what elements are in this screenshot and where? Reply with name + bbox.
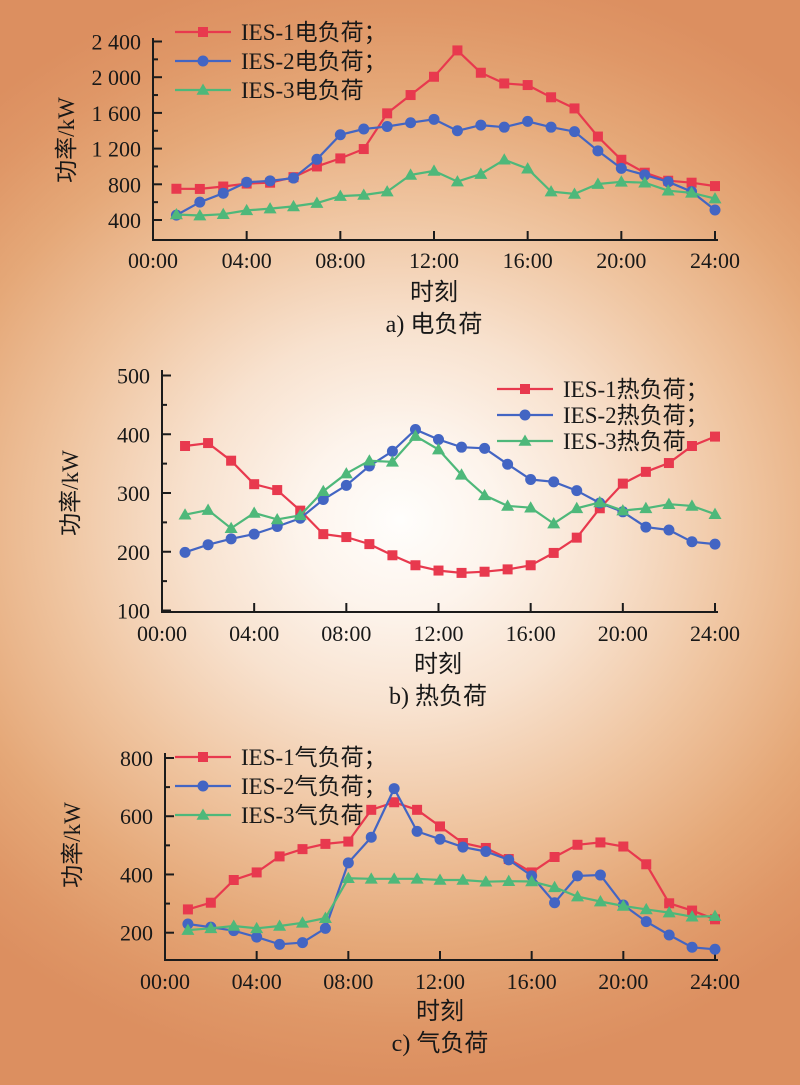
y-tick-label: 400 [117,422,150,447]
x-tick-label: 20:00 [598,621,648,646]
legend-label: IES-2电负荷； [241,49,387,74]
x-tick-label: 04:00 [229,621,279,646]
legend-label: IES-3电负荷 [241,78,364,103]
y-tick-label: 1 600 [92,101,142,126]
chart-a-canvas: 功率/kW 时刻 a) 电负荷 400 800 1 200 1 600 2 000 2 4… [54,20,741,338]
y-tick-label: 200 [117,540,150,565]
x-tick-label: 00:00 [128,248,178,273]
axes-b [161,370,718,613]
x-tick-label: 16:00 [507,969,557,994]
y-tick-label: 200 [120,921,153,946]
series-ies-2-a [170,113,721,221]
legend-item-ies-3-a: IES-3电负荷 [175,78,364,103]
x-tick-label: 20:00 [596,248,646,273]
chart-b-canvas: 功率/kW 时刻 b) 热负荷 100 200 300 400 500 00:00 04:0… [58,364,740,711]
chart-b-x-axis-title: 时刻 [414,651,462,678]
legend-item-ies-2-a: IES-2电负荷； [175,49,387,74]
legend-label: IES-1气负荷； [241,745,387,770]
legend-label: IES-2热负荷； [563,403,709,428]
y-tick-label: 400 [108,208,141,233]
x-tick-label: 08:00 [315,248,365,273]
y-tick-label: 2 400 [92,30,142,55]
chart-a-caption: a) 电负荷 [386,311,483,338]
legend-label: IES-1电负荷； [241,20,387,45]
legend-item-ies-1-b: IES-1热负荷； [497,377,709,402]
y-tick-label: 300 [117,481,150,506]
y-tick-label: 400 [120,862,153,887]
axes-a [152,38,718,241]
chart-b-y-axis-title: 功率/kW [58,450,83,536]
x-tick-label: 12:00 [413,621,463,646]
legend-item-ies-2-c: IES-2气负荷； [175,774,387,799]
x-tick-label: 12:00 [415,969,465,994]
x-tick-label: 16:00 [506,621,556,646]
legend-label: IES-1热负荷； [563,377,709,402]
x-tick-label: 24:00 [690,969,740,994]
x-tick-label: 00:00 [137,621,187,646]
series-ies-3-a [169,153,722,221]
y-tick-label: 500 [117,364,150,389]
series-ies-2-b [179,424,721,558]
x-tick-label: 12:00 [409,248,459,273]
chart-c-y-axis-title: 功率/kW [60,802,85,888]
x-tick-label: 04:00 [222,248,272,273]
x-tick-label: 08:00 [323,969,373,994]
x-tick-label: 04:00 [232,969,282,994]
chart-c-x-axis-title: 时刻 [416,998,464,1025]
tick-labels-a: 400 800 1 200 1 600 2 000 2 400 00:00 04:00 08:0… [92,30,741,274]
x-tick-label: 24:00 [690,248,740,273]
legend-item-ies-1-a: IES-1电负荷； [175,20,387,45]
chart-b-block: 功率/kW 时刻 b) 热负荷 100 200 300 400 500 00:00 04:0… [0,350,800,711]
chart-a-y-axis-title: 功率/kW [54,97,79,183]
y-tick-label: 600 [120,804,153,829]
series-ies-3-b [178,429,722,534]
series-ies-3-c [181,871,722,935]
chart-b-caption: b) 热负荷 [389,683,487,710]
chart-a-x-axis-title: 时刻 [410,279,458,306]
chart-a-block: 功率/kW 时刻 a) 电负荷 400 800 1 200 1 600 2 000 2 4… [0,0,800,350]
chart-c-caption: c) 气负荷 [392,1030,489,1057]
y-tick-label: 1 200 [92,137,142,162]
x-tick-label: 00:00 [140,969,190,994]
y-tick-label: 2 000 [92,65,142,90]
x-tick-label: 24:00 [690,621,740,646]
x-tick-label: 16:00 [503,248,553,273]
y-tick-label: 100 [117,599,150,624]
legend-label: IES-3热负荷 [563,429,686,454]
chart-c-block: 功率/kW 时刻 c) 气负荷 200 400 600 800 00:00 04:00 08… [0,710,800,1085]
chart-c-canvas: 功率/kW 时刻 c) 气负荷 200 400 600 800 00:00 04:00 08… [60,745,740,1057]
x-tick-label: 20:00 [598,969,648,994]
legend-item-ies-3-b: IES-3热负荷 [497,429,686,454]
legend-label: IES-2气负荷； [241,774,387,799]
y-tick-label: 800 [108,172,141,197]
tick-labels-b: 100 200 300 400 500 00:00 04:00 08:00 12:00 16:00… [117,364,740,647]
tick-labels-c: 200 400 600 800 00:00 04:00 08:00 12:00 16:00 20:… [120,746,740,994]
legend-item-ies-3-c: IES-3气负荷 [175,803,364,828]
legend-item-ies-2-b: IES-2热负荷； [497,403,709,428]
legend-label: IES-3气负荷 [241,803,364,828]
series-ies-1-b [180,431,720,578]
y-tick-label: 800 [120,746,153,771]
legend-item-ies-1-c: IES-1气负荷； [175,745,387,770]
x-tick-label: 08:00 [321,621,371,646]
